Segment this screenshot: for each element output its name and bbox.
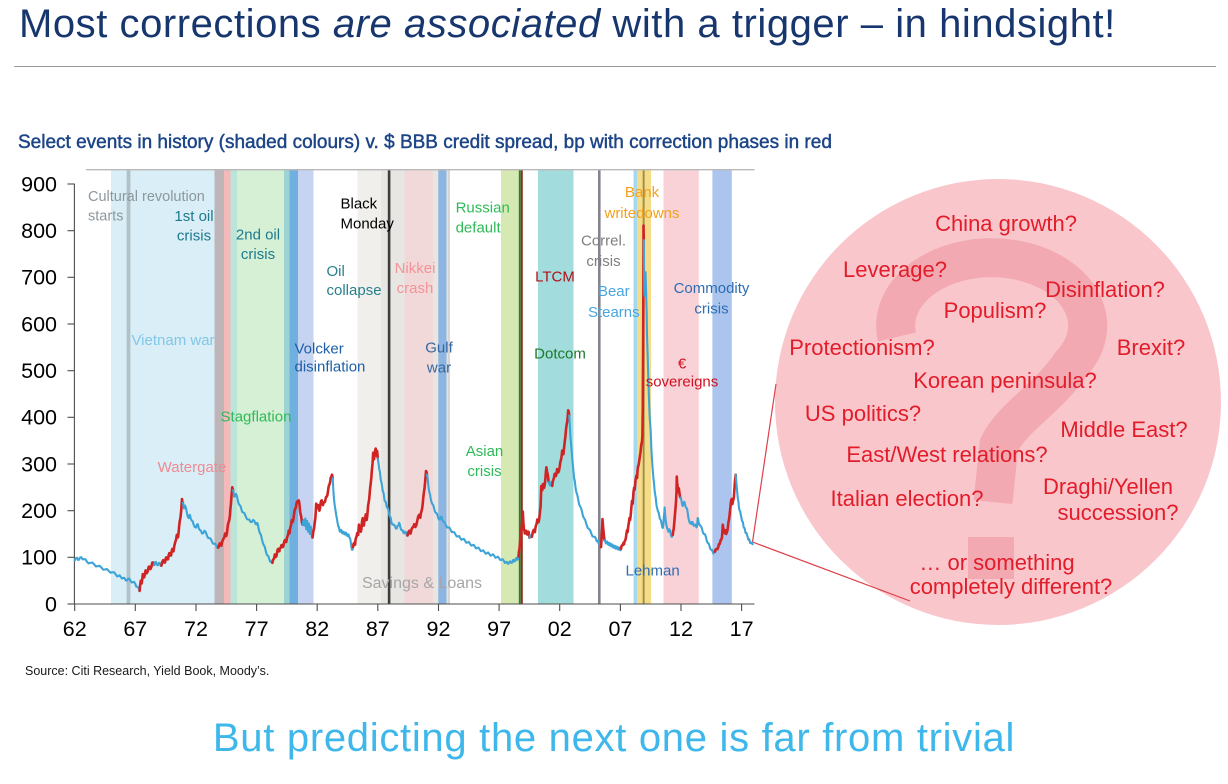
svg-text:Correl.crisis: Correl. crisis — [581, 233, 626, 271]
svg-text:67: 67 — [123, 617, 147, 641]
svg-text:62: 62 — [63, 617, 87, 641]
svg-text:500: 500 — [21, 359, 57, 383]
svg-text:100: 100 — [21, 546, 57, 570]
svg-text:600: 600 — [21, 312, 57, 336]
svg-text:Savings & Loans: Savings & Loans — [362, 575, 482, 592]
svg-text:LTCM: LTCM — [535, 269, 575, 286]
svg-text:82: 82 — [305, 617, 329, 641]
svg-text:700: 700 — [21, 266, 57, 290]
svg-text:900: 900 — [21, 172, 57, 196]
svg-text:97: 97 — [487, 617, 511, 641]
svg-text:12: 12 — [669, 617, 693, 641]
svg-text:0: 0 — [45, 592, 57, 616]
svg-text:Dotcom: Dotcom — [534, 346, 586, 363]
svg-text:77: 77 — [245, 617, 269, 641]
svg-text:02: 02 — [548, 617, 572, 641]
svg-text:Lehman: Lehman — [625, 563, 679, 580]
svg-text:87: 87 — [366, 617, 390, 641]
svg-text:Vietnam war: Vietnam war — [131, 332, 214, 349]
svg-text:800: 800 — [21, 219, 57, 243]
svg-text:€sovereigns: € sovereigns — [646, 356, 719, 391]
svg-text:92: 92 — [427, 617, 451, 641]
svg-text:400: 400 — [21, 406, 57, 430]
svg-text:200: 200 — [21, 499, 57, 523]
svg-text:17: 17 — [730, 617, 754, 641]
svg-text:07: 07 — [608, 617, 632, 641]
svg-text:Watergate: Watergate — [158, 459, 227, 476]
svg-text:Stagflation: Stagflation — [221, 409, 292, 426]
svg-text:300: 300 — [21, 452, 57, 476]
svg-text:72: 72 — [184, 617, 208, 641]
